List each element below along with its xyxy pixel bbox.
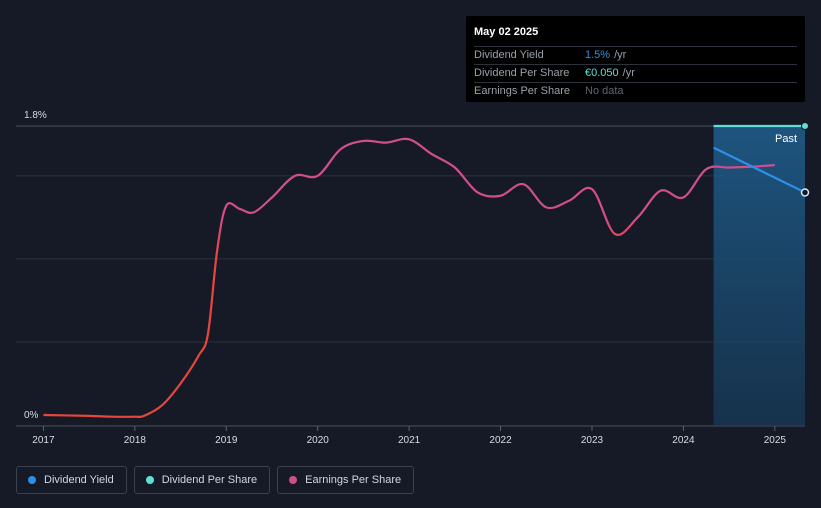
tooltip-row-earnings-per-share: Earnings Per Share No data	[474, 82, 797, 100]
legend-dot-icon	[289, 476, 298, 484]
grid-lines	[16, 125, 805, 427]
legend-label: Dividend Per Share	[161, 474, 258, 486]
x-tick-label: 2023	[581, 435, 604, 446]
dividend-per-share-endpoint	[801, 122, 809, 130]
tooltip-row-dividend-per-share: Dividend Per Share €0.050/yr	[474, 64, 797, 82]
dividend-yield-line	[713, 146, 806, 194]
tooltip-label: Dividend Yield	[474, 49, 544, 61]
tooltip-unit: /yr	[622, 67, 635, 79]
legend-dot-icon	[145, 476, 154, 484]
legend-item-dividend-yield[interactable]: Dividend Yield	[16, 466, 127, 494]
tooltip-value: No data	[585, 85, 624, 97]
x-tick-label: 2024	[672, 435, 695, 446]
legend-label: Dividend Yield	[44, 474, 114, 486]
tooltip-value: €0.050	[585, 67, 619, 79]
tooltip-panel: May 02 2025 Dividend Yield 1.5%/yr Divid…	[466, 16, 805, 102]
legend-label: Earnings Per Share	[305, 474, 402, 486]
tooltip-value: 1.5%	[585, 49, 611, 61]
x-tick-label: 2022	[489, 435, 512, 446]
tooltip-date: May 02 2025	[474, 26, 539, 38]
legend-dot-icon	[28, 476, 36, 484]
y-axis-top-label: 1.8%	[24, 110, 47, 121]
tooltip-label: Earnings Per Share	[474, 85, 570, 97]
past-region	[713, 126, 805, 425]
tooltip-unit: /yr	[614, 49, 627, 61]
x-axis: 2017 2018 2019 2020 2021 2022 2023 2024 2025	[32, 426, 786, 446]
past-label: Past	[775, 133, 797, 145]
x-tick-label: 2018	[124, 435, 147, 446]
series-lines	[43, 122, 810, 419]
earnings-per-share-line	[43, 137, 775, 419]
tooltip-row-dividend-yield: Dividend Yield 1.5%/yr	[474, 46, 797, 64]
dividend-yield-endpoint	[800, 188, 810, 197]
legend-item-earnings-per-share[interactable]: Earnings Per Share	[277, 466, 415, 494]
x-tick-label: 2020	[307, 435, 330, 446]
chart-legend: Dividend Yield Dividend Per Share Earnin…	[16, 466, 415, 494]
y-axis-bottom-label: 0%	[24, 410, 39, 421]
tooltip-label: Dividend Per Share	[474, 67, 570, 79]
x-tick-label: 2021	[398, 435, 421, 446]
x-tick-label: 2019	[215, 435, 238, 446]
legend-item-dividend-per-share[interactable]: Dividend Per Share	[133, 466, 271, 494]
x-tick-label: 2025	[764, 435, 787, 446]
x-tick-label: 2017	[32, 435, 55, 446]
